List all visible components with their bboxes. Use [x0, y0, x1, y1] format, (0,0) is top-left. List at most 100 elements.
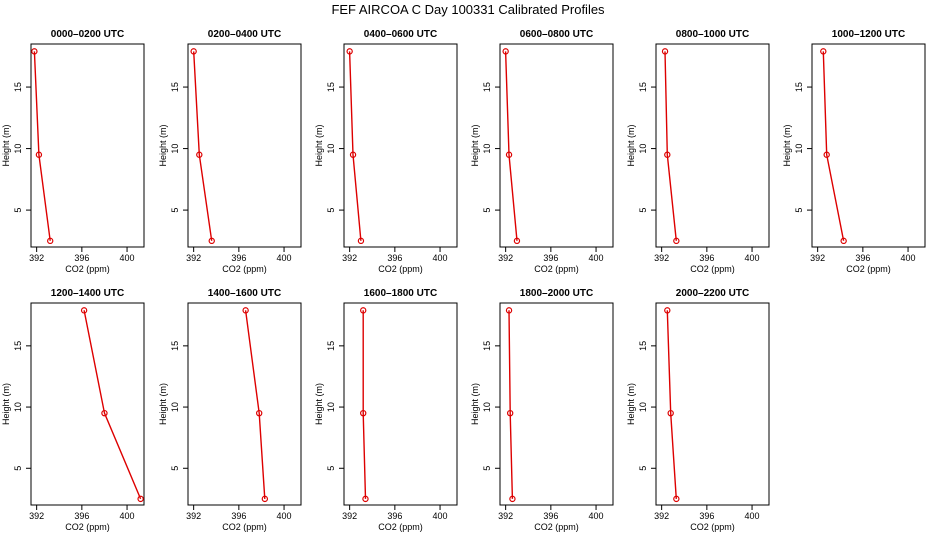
y-tick-label: 15 [638, 341, 648, 351]
x-tick-label: 400 [745, 253, 760, 263]
x-axis-label: CO2 (ppm) [690, 264, 735, 274]
data-point [255, 409, 263, 417]
plot-frame [187, 43, 302, 248]
x-tick-label: 396 [74, 511, 89, 521]
data-point [35, 151, 43, 158]
y-tick-label: 10 [326, 402, 336, 412]
x-tick-label: 392 [810, 253, 825, 263]
y-tick-label: 15 [638, 82, 648, 92]
plot-frame [499, 302, 614, 506]
x-tick-label: 396 [231, 253, 246, 263]
y-tick-label: 10 [13, 144, 23, 154]
x-tick-label: 396 [387, 511, 402, 521]
panel-title: 1600–1800 UTC [364, 288, 437, 299]
x-tick-label: 400 [120, 253, 135, 263]
y-tick-label: 15 [482, 82, 492, 92]
x-axis-label: CO2 (ppm) [534, 264, 579, 274]
y-axis-label: Height (m) [470, 124, 480, 166]
x-tick-label: 396 [543, 253, 558, 263]
plot-frame [655, 302, 770, 506]
y-tick-label: 10 [794, 144, 804, 154]
x-tick-label: 392 [29, 511, 44, 521]
data-point [208, 237, 215, 245]
data-point [349, 151, 357, 158]
x-axis-label: CO2 (ppm) [846, 264, 891, 274]
data-point [360, 307, 367, 314]
data-point [667, 409, 674, 417]
panel-title: 1800–2000 UTC [520, 288, 593, 299]
panel-1: 0200–0400 UTC 392 396 400 5 10 15 CO2 (ppm) Heig… [158, 29, 302, 274]
data-point [502, 48, 509, 55]
panel-2: 0400–0600 UTC 392 396 400 5 10 15 CO2 (ppm) Heig… [314, 29, 458, 274]
y-tick-label: 5 [326, 208, 336, 213]
plot-frame [811, 43, 926, 248]
x-tick-label: 396 [699, 253, 714, 263]
data-point [80, 307, 88, 314]
profile-line [193, 51, 213, 241]
plot-frame [30, 43, 145, 248]
panel-4: 0800–1000 UTC 392 396 400 5 10 15 CO2 (ppm) Heig… [626, 29, 770, 274]
data-point [360, 409, 367, 417]
x-tick-label: 392 [186, 511, 201, 521]
y-tick-label: 15 [794, 82, 804, 92]
x-tick-label: 392 [342, 511, 357, 521]
y-tick-label: 15 [170, 341, 180, 351]
x-tick-label: 400 [277, 511, 292, 521]
data-point [31, 48, 38, 55]
data-point [661, 48, 669, 55]
data-point [362, 495, 369, 503]
x-tick-label: 400 [120, 511, 135, 521]
x-tick-label: 396 [543, 511, 558, 521]
y-tick-label: 5 [13, 208, 23, 213]
plot-frame [655, 43, 770, 248]
x-tick-label: 392 [654, 253, 669, 263]
x-tick-label: 392 [29, 253, 44, 263]
profile-line [504, 51, 518, 241]
y-axis-label: Height (m) [782, 124, 792, 166]
panel-8: 1600–1800 UTC 392 396 400 5 10 15 CO2 (ppm) Heig… [314, 288, 458, 532]
data-point [346, 48, 353, 55]
panel-title: 0800–1000 UTC [676, 29, 749, 40]
y-tick-label: 10 [638, 402, 648, 412]
x-tick-label: 396 [74, 253, 89, 263]
plot-frame [30, 302, 145, 506]
panel-title: 0000–0200 UTC [51, 29, 124, 40]
y-tick-label: 10 [482, 144, 492, 154]
profile-line [362, 310, 367, 499]
y-tick-label: 5 [13, 466, 23, 471]
x-tick-label: 392 [498, 253, 513, 263]
x-tick-label: 400 [589, 253, 604, 263]
y-tick-label: 15 [13, 341, 23, 351]
profile-line [666, 310, 677, 499]
panel-title: 0400–0600 UTC [364, 29, 437, 40]
y-tick-label: 10 [638, 144, 648, 154]
panel-title: 0200–0400 UTC [208, 29, 281, 40]
x-axis-label: CO2 (ppm) [65, 522, 110, 532]
profile-line [348, 51, 362, 241]
figure-title: FEF AIRCOA C Day 100331 Calibrated Profi… [331, 2, 605, 17]
x-axis-label: CO2 (ppm) [65, 264, 110, 274]
x-axis-label: CO2 (ppm) [222, 264, 267, 274]
data-point [190, 48, 197, 55]
x-tick-label: 400 [901, 253, 916, 263]
y-axis-label: Height (m) [158, 124, 168, 166]
y-tick-label: 10 [13, 402, 23, 412]
y-tick-label: 15 [13, 82, 23, 92]
data-point [664, 151, 671, 158]
panel-title: 0600–0800 UTC [520, 29, 593, 40]
panel-5: 1000–1200 UTC 392 396 400 5 10 15 CO2 (ppm) Heig… [782, 29, 926, 274]
x-tick-label: 392 [342, 253, 357, 263]
y-tick-label: 15 [170, 82, 180, 92]
data-point [840, 237, 847, 245]
y-axis-label: Height (m) [1, 124, 11, 166]
y-axis-label: Height (m) [158, 383, 168, 425]
x-axis-label: CO2 (ppm) [534, 522, 579, 532]
data-point [664, 307, 671, 314]
data-point [47, 237, 54, 245]
profile-line [33, 51, 51, 241]
panel-title: 1400–1600 UTC [208, 288, 281, 299]
data-point [509, 495, 516, 503]
y-axis-label: Height (m) [626, 124, 636, 166]
data-point [673, 495, 680, 503]
